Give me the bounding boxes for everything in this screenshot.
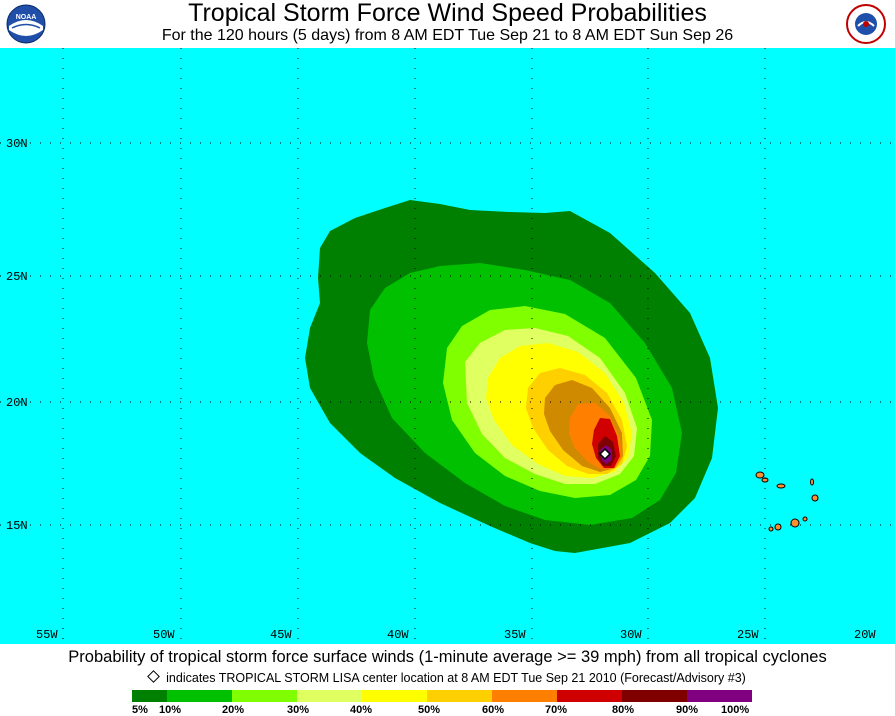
storm-indicator-text: indicates TROPICAL STORM LISA center loc… <box>166 671 746 685</box>
page-title: Tropical Storm Force Wind Speed Probabil… <box>188 0 707 27</box>
legend-swatch-80-90 <box>622 690 687 702</box>
page-subtitle: For the 120 hours (5 days) from 8 AM EDT… <box>161 27 734 44</box>
lon-label-55w: 55W <box>36 628 58 642</box>
nws-logo-icon <box>846 4 886 44</box>
lat-label-20n: 20N <box>6 396 28 410</box>
probability-map: 30N 25N 20N 15N 55W 50W 45W 40W 35W 30W … <box>0 48 895 644</box>
header: NOAA Tropical Storm Force Wind Speed Pro… <box>0 0 895 48</box>
legend-label-10: 10% <box>159 704 182 716</box>
lat-label-30n: 30N <box>6 137 28 151</box>
legend-label-100: 100% <box>721 704 750 716</box>
legend-label-80: 80% <box>612 704 635 716</box>
lon-label-40w: 40W <box>387 628 409 642</box>
noaa-logo-icon: NOAA <box>6 4 46 44</box>
map-description: Probability of tropical storm force surf… <box>68 648 827 666</box>
lat-label-25n: 25N <box>6 270 28 284</box>
lon-label-25w: 25W <box>737 628 759 642</box>
legend-label-30: 30% <box>287 704 310 716</box>
legend-label-40: 40% <box>350 704 373 716</box>
diamond-icon <box>147 670 161 683</box>
legend-label-20: 20% <box>222 704 245 716</box>
lon-label-45w: 45W <box>270 628 292 642</box>
lon-label-30w: 30W <box>620 628 642 642</box>
storm-indicator-note: indicates TROPICAL STORM LISA center loc… <box>0 670 895 686</box>
legend-label-90: 90% <box>676 704 699 716</box>
legend-label-50: 50% <box>418 704 441 716</box>
legend-swatch-50-60 <box>427 690 492 702</box>
legend-label-60: 60% <box>482 704 505 716</box>
lon-label-20w: 20W <box>854 628 876 642</box>
lon-label-50w: 50W <box>153 628 175 642</box>
legend-swatch-60-70 <box>492 690 557 702</box>
cape-verde-islands <box>755 471 819 532</box>
legend-swatch-30-40 <box>297 690 362 702</box>
legend-swatch-90-100 <box>687 690 752 702</box>
map-canvas: 30N 25N 20N 15N 55W 50W 45W 40W 35W 30W … <box>0 48 895 644</box>
legend-swatch-70-80 <box>557 690 622 702</box>
legend-labels: 5% 10% 20% 30% 40% 50% 60% 70% 80% 90% 1… <box>0 704 895 716</box>
svg-text:NOAA: NOAA <box>16 14 37 21</box>
legend-swatch-20-30 <box>232 690 297 702</box>
lon-label-35w: 35W <box>504 628 526 642</box>
lat-label-15n: 15N <box>6 519 28 533</box>
legend-label-5: 5% <box>132 704 148 716</box>
legend-swatch-10-20 <box>167 690 232 702</box>
legend-swatch-40-50 <box>362 690 427 702</box>
legend-label-70: 70% <box>545 704 568 716</box>
storm-center-marker <box>598 447 612 461</box>
